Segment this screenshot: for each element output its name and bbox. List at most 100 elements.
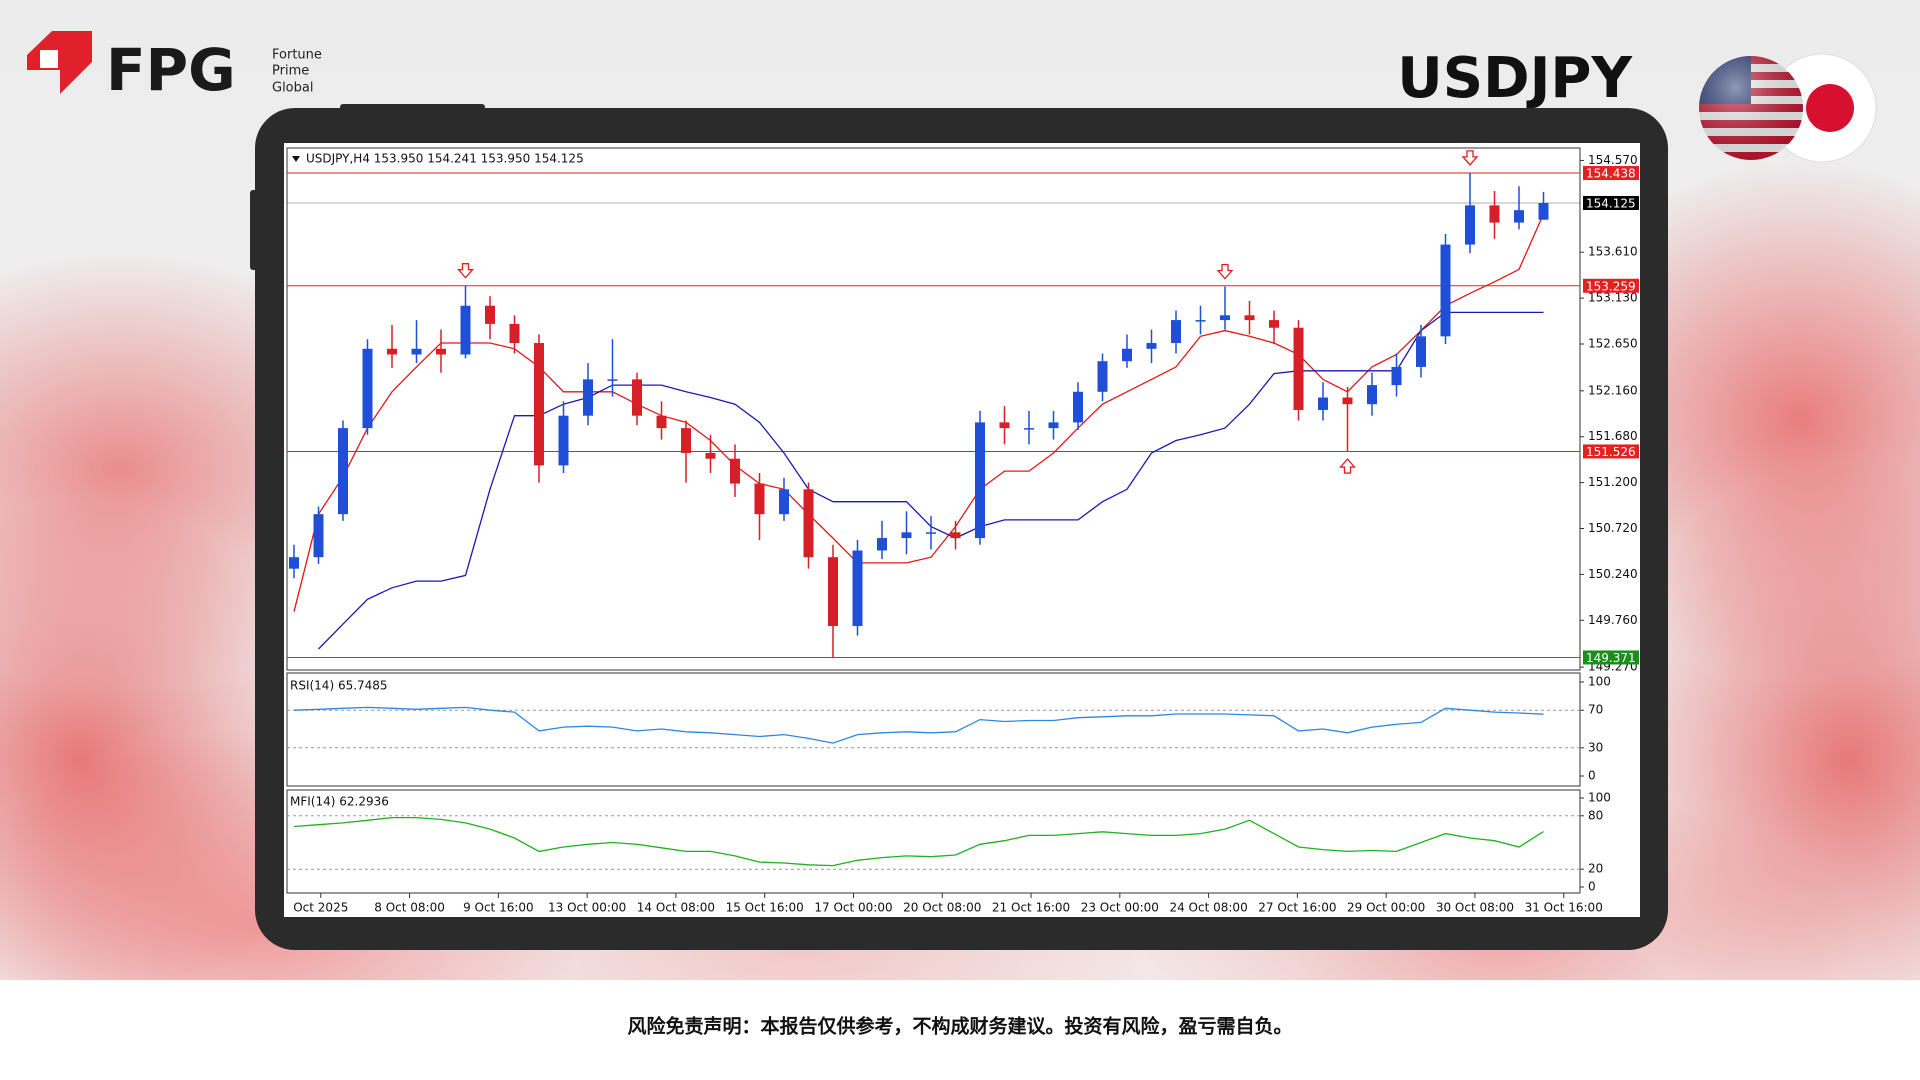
tablet-button — [340, 104, 430, 110]
logo-mark — [27, 31, 92, 94]
y-tick-label: 100 — [1588, 791, 1611, 805]
y-tick-label: 70 — [1588, 703, 1603, 717]
candle-body — [730, 458, 740, 484]
price-panel — [286, 147, 1581, 671]
candle-body — [999, 422, 1010, 429]
y-tick-label: 153.610 — [1588, 245, 1638, 259]
candle-body — [705, 452, 716, 459]
symbol-title: USDJPY — [1397, 46, 1633, 111]
x-tick-label: Oct 2025 — [293, 901, 348, 915]
candle-body — [852, 550, 863, 627]
candle-body — [313, 514, 324, 558]
candle-body — [387, 348, 397, 355]
candle-body — [975, 422, 985, 539]
indicator-line — [293, 816, 1544, 867]
candle-body — [1269, 320, 1279, 328]
candle-body — [607, 379, 618, 381]
candle-body — [681, 428, 691, 453]
candle-body — [803, 489, 814, 558]
y-tick-label: 150.240 — [1588, 567, 1638, 581]
x-tick-label: 29 Oct 00:00 — [1347, 901, 1425, 915]
y-tick-label: 152.650 — [1588, 336, 1638, 350]
x-tick-label: 20 Oct 08:00 — [903, 901, 981, 915]
candle-body — [1416, 336, 1426, 367]
x-tick-label: 8 Oct 08:00 — [374, 901, 445, 915]
level-label: 154.438 — [1586, 167, 1636, 181]
candle-body — [656, 415, 667, 429]
candle-body — [1195, 320, 1206, 322]
tablet-button — [250, 190, 258, 270]
brand-line: Global — [272, 81, 313, 96]
chart-header: USDJPY,H4 153.950 154.241 153.950 154.12… — [306, 152, 584, 166]
candle-body — [338, 428, 348, 515]
candle-body — [828, 557, 838, 627]
x-tick-label: 27 Oct 16:00 — [1258, 901, 1336, 915]
candle-body — [1097, 361, 1108, 392]
candle-body — [509, 323, 520, 344]
x-tick-label: 14 Oct 08:00 — [637, 901, 715, 915]
brand-line: Fortune — [272, 48, 322, 63]
candle-body — [1146, 343, 1157, 349]
candle-body — [1342, 397, 1353, 405]
mfi-panel — [286, 789, 1581, 894]
candle-body — [779, 489, 789, 515]
candle-body — [1220, 315, 1230, 321]
candle-body — [411, 348, 422, 355]
rsi-panel — [286, 672, 1581, 787]
level-label: 151.526 — [1586, 445, 1636, 459]
flag-shine — [1699, 56, 1803, 160]
level-label-box — [1583, 444, 1639, 459]
brand-line: Prime — [272, 64, 309, 79]
candle-body — [485, 305, 495, 324]
x-tick-label: 13 Oct 00:00 — [548, 901, 626, 915]
menu-triangle — [292, 156, 300, 162]
y-tick-label: 150.720 — [1588, 521, 1638, 535]
x-tick-label: 15 Oct 16:00 — [726, 901, 804, 915]
flag-japan-sun — [1806, 84, 1854, 132]
level-label-box — [1583, 650, 1639, 665]
candle-body — [1367, 385, 1377, 405]
y-tick-label: 153.130 — [1588, 291, 1638, 305]
candle-body — [754, 483, 765, 515]
candle-body — [534, 343, 544, 466]
x-tick-label: 9 Oct 16:00 — [463, 901, 534, 915]
logo-cut — [40, 50, 58, 68]
level-label: 153.259 — [1586, 279, 1636, 293]
x-tick-label: 31 Oct 16:00 — [1525, 901, 1603, 915]
candle-body — [632, 379, 642, 416]
candle-body — [1489, 205, 1500, 223]
candle-body — [1465, 205, 1475, 245]
candle-body — [583, 379, 593, 416]
tablet-button — [415, 104, 485, 110]
x-tick-label: 17 Oct 00:00 — [814, 901, 892, 915]
level-label-box — [1583, 166, 1639, 181]
footer-bar — [0, 980, 1920, 1080]
candle-body — [1244, 315, 1255, 321]
candle-body — [1538, 202, 1549, 220]
y-tick-label: 152.160 — [1588, 383, 1638, 397]
candle-body — [460, 305, 471, 355]
candle-body — [926, 532, 936, 534]
fractal-arrow — [457, 263, 474, 279]
fractal-arrow — [1339, 458, 1356, 474]
candle-body — [1024, 428, 1034, 430]
candle-body — [1171, 320, 1181, 344]
x-tick-label: 30 Oct 08:00 — [1436, 901, 1514, 915]
candle-body — [1318, 397, 1328, 410]
candle-body — [436, 348, 446, 355]
candle-body — [1122, 348, 1132, 362]
y-tick-label: 149.760 — [1588, 613, 1638, 627]
level-label: 149.371 — [1586, 651, 1636, 665]
screen — [284, 143, 1640, 917]
candle-body — [1514, 210, 1524, 223]
candle-body — [289, 557, 299, 569]
level-label-box — [1583, 278, 1639, 293]
fractal-arrow — [1216, 263, 1234, 280]
y-tick-label: 30 — [1588, 740, 1603, 754]
x-tick-label: 23 Oct 00:00 — [1081, 901, 1159, 915]
level-label: 154.125 — [1586, 196, 1636, 210]
candle-body — [1293, 327, 1304, 410]
candle-body — [558, 415, 569, 466]
candle-body — [362, 348, 373, 429]
